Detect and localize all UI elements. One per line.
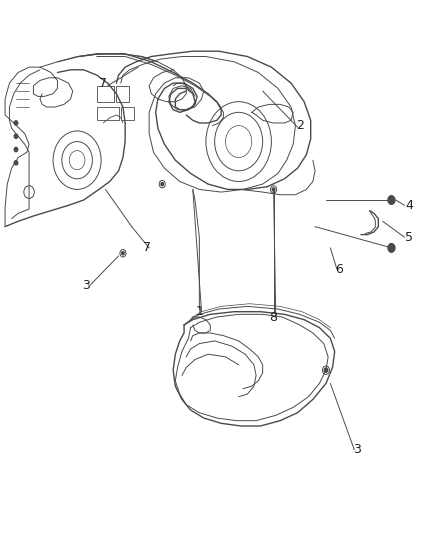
Circle shape [161,182,163,185]
Circle shape [388,196,395,204]
Text: 1: 1 [195,305,203,318]
Circle shape [388,244,395,252]
Text: 7: 7 [143,241,151,254]
Text: 7: 7 [99,77,107,90]
Text: 5: 5 [405,231,413,244]
Text: 3: 3 [353,443,360,456]
Circle shape [14,161,18,165]
Circle shape [272,188,275,191]
Text: 3: 3 [82,279,90,292]
Text: 6: 6 [335,263,343,276]
Circle shape [122,252,124,255]
Circle shape [14,148,18,152]
Bar [121,107,134,120]
Bar [117,86,130,102]
Circle shape [14,134,18,139]
Text: 4: 4 [405,199,413,212]
Circle shape [14,121,18,125]
Text: 2: 2 [296,119,304,132]
Bar [97,107,119,120]
Circle shape [324,368,328,372]
Text: 8: 8 [269,311,278,324]
Bar [97,86,114,102]
